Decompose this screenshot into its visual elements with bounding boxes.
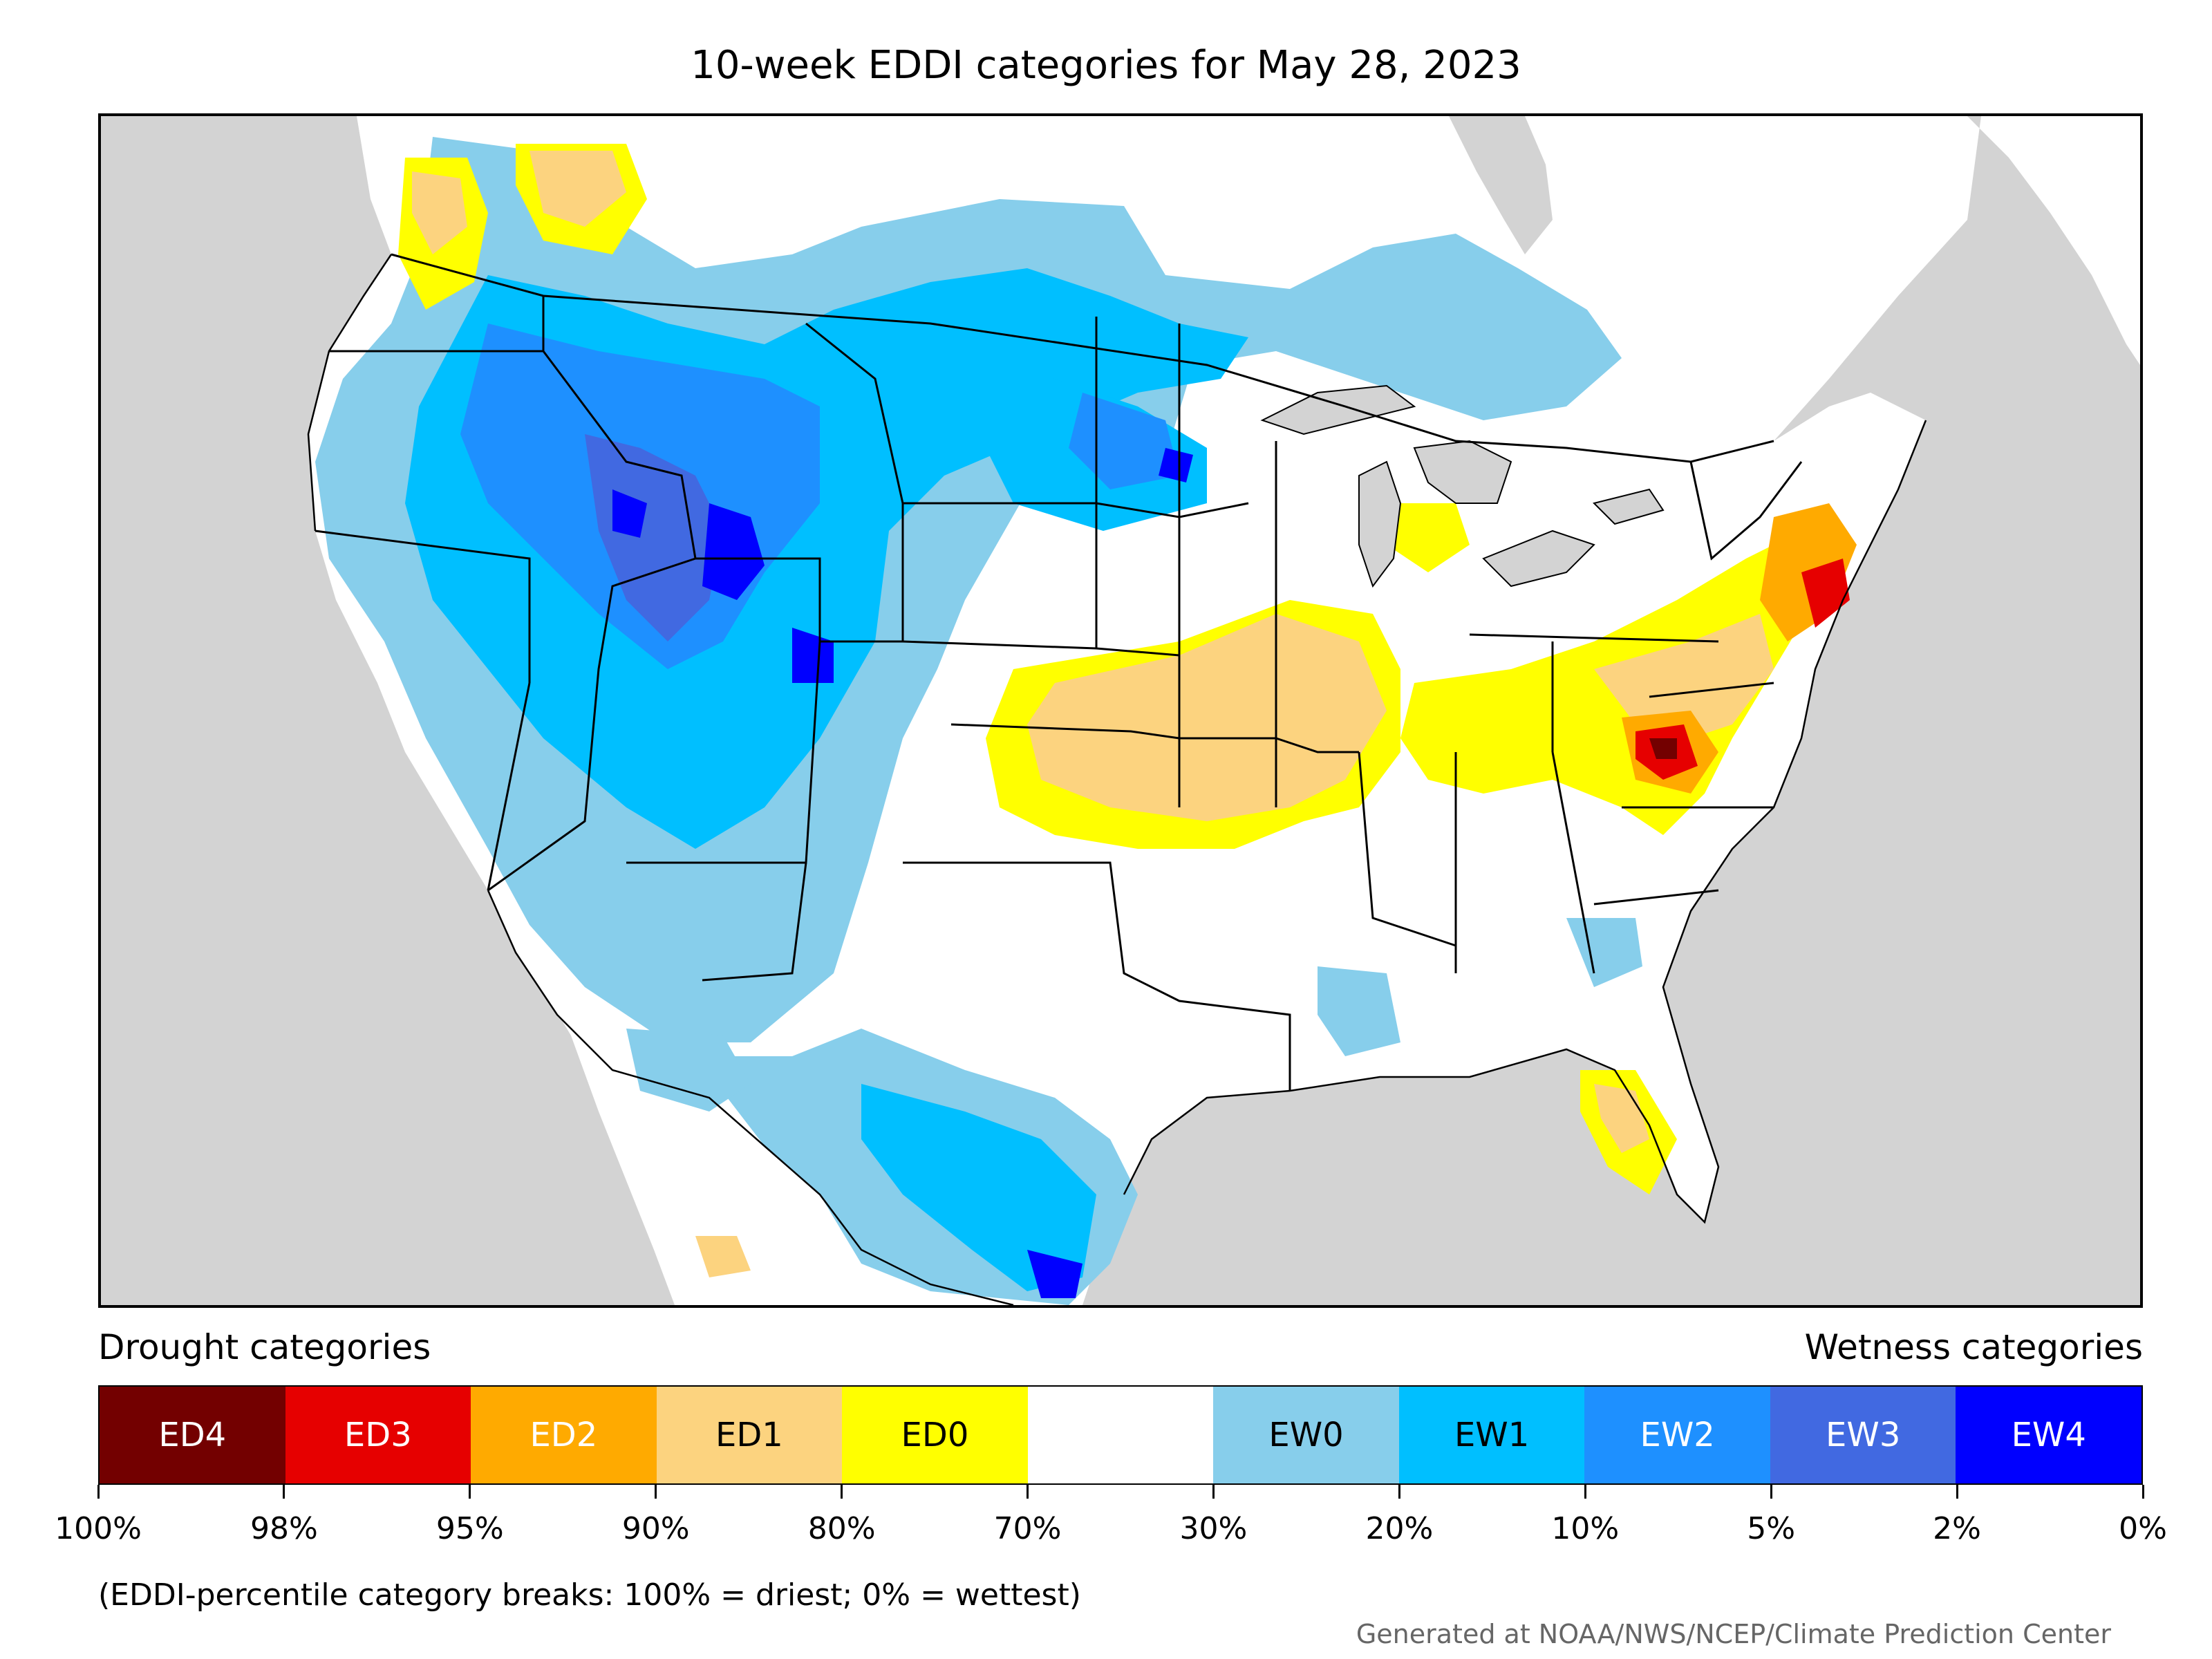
tick-label: 80% <box>807 1511 876 1546</box>
tick-mark <box>1398 1485 1400 1499</box>
legend-swatch-ew1: EW1 <box>1398 1387 1585 1483</box>
legend-swatch-ed4: ED4 <box>100 1387 285 1483</box>
tick-label: 5% <box>1747 1511 1796 1546</box>
legend-swatch-ed2: ED2 <box>471 1387 657 1483</box>
map-panel <box>98 113 2143 1308</box>
state-borders <box>315 253 1803 1091</box>
eddi-map <box>307 116 2140 1305</box>
tick-mark <box>655 1485 657 1499</box>
great-lakes <box>1260 384 1665 588</box>
tick-mark <box>283 1485 285 1499</box>
legend-swatch-ed0: ED0 <box>842 1387 1028 1483</box>
legend-swatch-normal <box>1027 1387 1214 1483</box>
tick-mark <box>1584 1485 1586 1499</box>
coastline <box>307 254 1927 1305</box>
tick-mark <box>841 1485 843 1499</box>
tick-label: 30% <box>1179 1511 1248 1546</box>
tick-label: 20% <box>1365 1511 1434 1546</box>
drought-heading: Drought categories <box>98 1327 431 1367</box>
legend-swatch-ed3: ED3 <box>285 1387 471 1483</box>
percentile-ticks: 100% 98% 95% 90% 80% 70% 30% 20% 10% 5% 2% 0% <box>55 1485 2167 1547</box>
tick-mark <box>1770 1485 1772 1499</box>
tick-mark <box>1956 1485 1958 1499</box>
tick-label: 2% <box>1933 1511 1981 1546</box>
wetness-heading: Wetness categories <box>1804 1327 2143 1367</box>
tick-label: 0% <box>2119 1511 2167 1546</box>
category-colorbar: ED4 ED3 ED2 ED1 ED0 EW0 EW1 EW2 EW3 EW4 <box>98 1385 2143 1485</box>
tick-mark <box>469 1485 471 1499</box>
legend-swatch-ew4: EW4 <box>1956 1387 2142 1483</box>
tick-label: 10% <box>1551 1511 1620 1546</box>
tick-label: 90% <box>621 1511 690 1546</box>
tick-mark <box>1027 1485 1029 1499</box>
credit-line: Generated at NOAA/NWS/NCEP/Climate Predi… <box>1356 1619 2111 1649</box>
dry-areas <box>398 144 1857 1277</box>
tick-label: 100% <box>55 1511 142 1546</box>
legend-swatch-ew0: EW0 <box>1213 1387 1399 1483</box>
mexico-land <box>488 890 1082 1305</box>
hudson-bay <box>1449 116 1553 254</box>
wet-areas-texas <box>626 918 1642 1305</box>
category-break-note: (EDDI-percentile category breaks: 100% =… <box>98 1577 1081 1613</box>
tick-label: 98% <box>250 1511 318 1546</box>
tick-mark <box>2141 1485 2144 1499</box>
map-title: 10-week EDDI categories for May 28, 2023 <box>691 43 1521 88</box>
tick-label: 70% <box>993 1511 1062 1546</box>
tick-label: 95% <box>435 1511 504 1546</box>
tick-mark <box>97 1485 100 1499</box>
legend-swatch-ew3: EW3 <box>1770 1387 1956 1483</box>
legend-swatch-ed1: ED1 <box>656 1387 843 1483</box>
tick-mark <box>1212 1485 1215 1499</box>
legend-swatch-ew2: EW2 <box>1584 1387 1770 1483</box>
